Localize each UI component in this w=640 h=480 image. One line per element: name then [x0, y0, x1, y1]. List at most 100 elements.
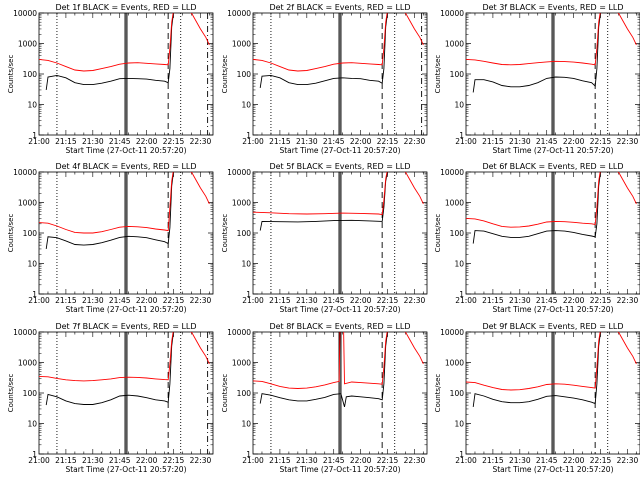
y-tick-label: 100: [237, 389, 252, 398]
series-line-black: [472, 332, 601, 407]
y-tick-label: 1: [459, 450, 464, 459]
y-axis-label: Counts/sec: [434, 374, 442, 413]
y-tick-label: 1: [459, 131, 464, 140]
y-tick-label: 10: [241, 260, 251, 269]
x-tick-label: 22:15: [377, 296, 399, 305]
chart-title: Det 8f BLACK = Events, RED = LLD: [269, 322, 410, 331]
series-line-black: [259, 332, 388, 408]
x-tick-label: 22:15: [163, 456, 185, 465]
x-axis-label: Start Time (27-Oct-11 20:57:20): [492, 465, 613, 474]
series-line-red: [253, 332, 424, 389]
series-line-red: [39, 172, 210, 234]
series-line-black: [45, 332, 174, 406]
x-tick-label: 21:15: [269, 296, 291, 305]
y-tick-label: 10000: [440, 168, 464, 177]
y-tick-label: 10: [454, 420, 464, 429]
x-tick-label: 21:30: [509, 296, 531, 305]
x-tick-label: 21:00: [455, 137, 477, 146]
y-tick-label: 10: [27, 260, 37, 269]
plot-frame: [38, 12, 214, 136]
series-line-black: [259, 13, 388, 88]
series-line-red: [466, 332, 637, 391]
y-tick-label: 1000: [232, 40, 251, 49]
x-tick-label: 22:30: [404, 456, 426, 465]
x-tick-label: 21:15: [55, 296, 77, 305]
y-tick-label: 1: [32, 450, 37, 459]
x-tick-label: 21:00: [28, 456, 50, 465]
x-tick-label: 21:30: [82, 137, 104, 146]
x-tick-label: 22:15: [590, 296, 612, 305]
y-tick-label: 100: [237, 229, 252, 238]
chart-title: Det 2f BLACK = Events, RED = LLD: [269, 3, 410, 12]
y-tick-label: 10000: [13, 328, 37, 337]
x-tick-label: 21:15: [482, 296, 504, 305]
x-tick-label: 21:00: [455, 296, 477, 305]
chart-title: Det 6f BLACK = Events, RED = LLD: [482, 162, 623, 171]
x-tick-label: 21:45: [323, 456, 345, 465]
x-tick-label: 22:15: [377, 137, 399, 146]
x-tick-label: 21:15: [269, 456, 291, 465]
chart-title: Det 7f BLACK = Events, RED = LLD: [55, 322, 196, 331]
x-tick-label: 21:45: [323, 296, 345, 305]
x-tick-label: 21:30: [296, 296, 318, 305]
x-axis-label: Start Time (27-Oct-11 20:57:20): [65, 305, 186, 314]
y-tick-label: 100: [450, 70, 465, 79]
y-axis-label: Counts/sec: [434, 55, 442, 94]
plot-frame: [38, 171, 214, 295]
panel-2: Det 2f BLACK = Events, RED = LLD 1 10 100 10…: [221, 3, 428, 155]
y-tick-label: 1: [246, 450, 251, 459]
x-tick-label: 21:15: [55, 137, 77, 146]
series-line-red: [39, 332, 210, 382]
panel-5: Det 5f BLACK = Events, RED = LLD 1 10 100 10…: [221, 162, 428, 314]
series-line-red: [253, 172, 424, 216]
y-tick-label: 1000: [232, 199, 251, 208]
y-tick-label: 10000: [440, 9, 464, 18]
x-tick-label: 21:30: [82, 296, 104, 305]
x-tick-label: 21:30: [509, 456, 531, 465]
x-tick-label: 21:00: [28, 137, 50, 146]
x-tick-label: 21:45: [536, 296, 558, 305]
series-line-black: [472, 13, 601, 93]
plot-frame: [465, 171, 640, 295]
y-axis-label: Counts/sec: [7, 55, 15, 94]
x-tick-label: 21:00: [455, 456, 477, 465]
y-tick-label: 1000: [445, 199, 464, 208]
series-line-red: [466, 172, 637, 228]
x-axis-label: Start Time (27-Oct-11 20:57:20): [279, 465, 400, 474]
y-tick-label: 10000: [13, 168, 37, 177]
x-tick-label: 22:30: [190, 456, 212, 465]
x-tick-label: 22:00: [136, 296, 158, 305]
x-axis-label: Start Time (27-Oct-11 20:57:20): [65, 146, 186, 155]
y-tick-label: 1: [246, 290, 251, 299]
x-tick-label: 21:30: [296, 137, 318, 146]
x-tick-label: 21:00: [242, 137, 264, 146]
y-tick-label: 1: [246, 131, 251, 140]
y-tick-label: 100: [237, 70, 252, 79]
series-line-black: [45, 13, 174, 90]
panel-4: Det 4f BLACK = Events, RED = LLD 1 10 100 10…: [7, 162, 214, 314]
y-tick-label: 1000: [18, 40, 37, 49]
x-tick-label: 21:15: [482, 137, 504, 146]
x-tick-label: 21:00: [242, 456, 264, 465]
y-tick-label: 10000: [440, 328, 464, 337]
panel-6: Det 6f BLACK = Events, RED = LLD 1 10 100 10…: [434, 162, 640, 314]
series-line-red: [39, 13, 210, 72]
x-tick-label: 22:30: [190, 137, 212, 146]
y-tick-label: 1000: [232, 359, 251, 368]
y-tick-label: 10: [27, 101, 37, 110]
x-tick-label: 22:00: [136, 456, 158, 465]
x-axis-label: Start Time (27-Oct-11 20:57:20): [279, 305, 400, 314]
series-line-black: [472, 172, 601, 244]
y-axis-label: Counts/sec: [7, 374, 15, 413]
chart-title: Det 1f BLACK = Events, RED = LLD: [55, 3, 196, 12]
x-tick-label: 22:00: [136, 137, 158, 146]
x-tick-label: 22:15: [590, 137, 612, 146]
x-axis-label: Start Time (27-Oct-11 20:57:20): [279, 146, 400, 155]
x-tick-label: 22:30: [404, 137, 426, 146]
y-tick-label: 100: [23, 70, 38, 79]
x-tick-label: 21:15: [269, 137, 291, 146]
x-tick-label: 21:45: [536, 137, 558, 146]
y-tick-label: 10: [241, 101, 251, 110]
x-tick-label: 21:15: [55, 456, 77, 465]
x-tick-label: 21:00: [28, 296, 50, 305]
